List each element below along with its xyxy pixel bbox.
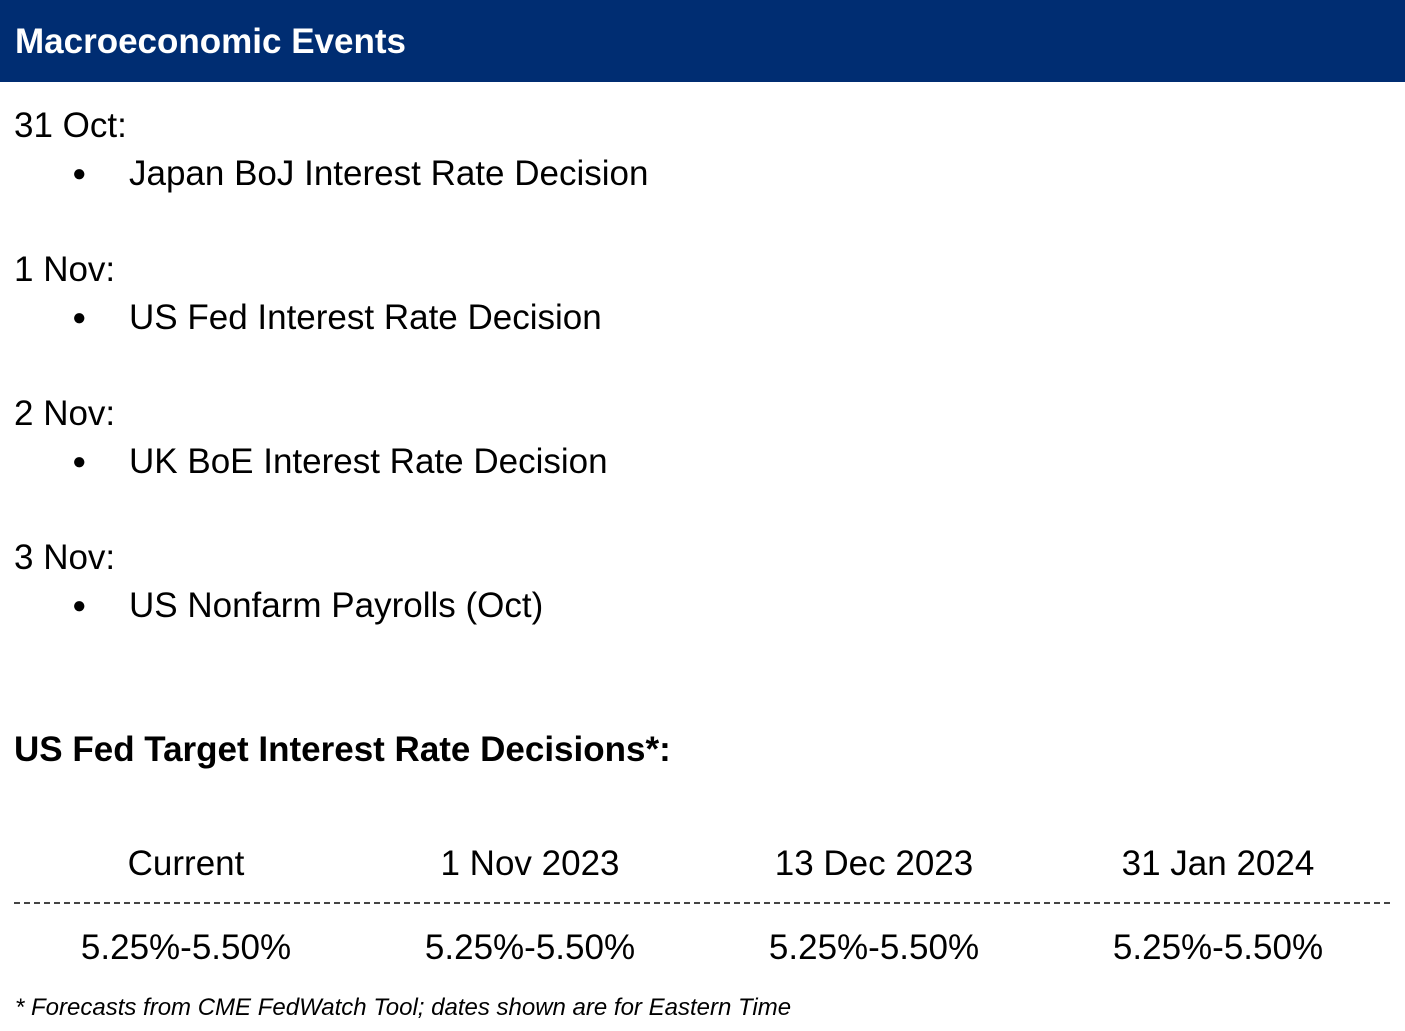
bullet-icon: ● (72, 304, 87, 331)
rate-header-cell: 1 Nov 2023 (440, 844, 620, 883)
bullet-icon: ● (72, 448, 87, 475)
footnote: * Forecasts from CME FedWatch Tool; date… (15, 994, 792, 1021)
rate-header-row: Current 1 Nov 2023 13 Dec 2023 31 Jan 20… (14, 840, 1390, 888)
event-date: 2 Nov: (14, 394, 116, 433)
rate-header-cell: 13 Dec 2023 (774, 844, 974, 883)
event-item: ● US Fed Interest Rate Decision (0, 296, 1405, 340)
event-item: ● Japan BoJ Interest Rate Decision (0, 152, 1405, 196)
event-label: Japan BoJ Interest Rate Decision (129, 154, 649, 193)
bullet-icon: ● (72, 160, 87, 187)
rate-table: Current 1 Nov 2023 13 Dec 2023 31 Jan 20… (14, 840, 1390, 972)
event-date: 3 Nov: (14, 538, 116, 577)
event-label: UK BoE Interest Rate Decision (129, 442, 608, 481)
event-label: US Nonfarm Payrolls (Oct) (129, 586, 544, 625)
event-group: 31 Oct: ● Japan BoJ Interest Rate Decisi… (0, 104, 1405, 248)
event-label: US Fed Interest Rate Decision (129, 298, 602, 337)
rate-header-cell: 31 Jan 2024 (1121, 844, 1315, 883)
rate-value-cell: 5.25%-5.50% (1112, 928, 1324, 967)
rate-value-row: 5.25%-5.50% 5.25%-5.50% 5.25%-5.50% 5.25… (14, 924, 1390, 972)
dashed-divider (14, 902, 1390, 904)
event-group: 2 Nov: ● UK BoE Interest Rate Decision (0, 392, 1405, 536)
event-group: 3 Nov: ● US Nonfarm Payrolls (Oct) (0, 536, 1405, 680)
event-group: 1 Nov: ● US Fed Interest Rate Decision (0, 248, 1405, 392)
rate-value-cell: 5.25%-5.50% (768, 928, 980, 967)
event-date: 31 Oct: (14, 106, 127, 145)
rate-value-cell: 5.25%-5.50% (424, 928, 636, 967)
rate-value-cell: 5.25%-5.50% (80, 928, 292, 967)
events-list: 31 Oct: ● Japan BoJ Interest Rate Decisi… (0, 104, 1405, 680)
event-item: ● US Nonfarm Payrolls (Oct) (0, 584, 1405, 628)
fed-section-title: US Fed Target Interest Rate Decisions*: (14, 730, 671, 769)
header-bar: Macroeconomic Events (0, 0, 1405, 82)
bullet-icon: ● (72, 592, 87, 619)
rate-header-cell: Current (127, 844, 245, 883)
page-title: Macroeconomic Events (15, 22, 406, 61)
event-date: 1 Nov: (14, 250, 116, 289)
event-item: ● UK BoE Interest Rate Decision (0, 440, 1405, 484)
